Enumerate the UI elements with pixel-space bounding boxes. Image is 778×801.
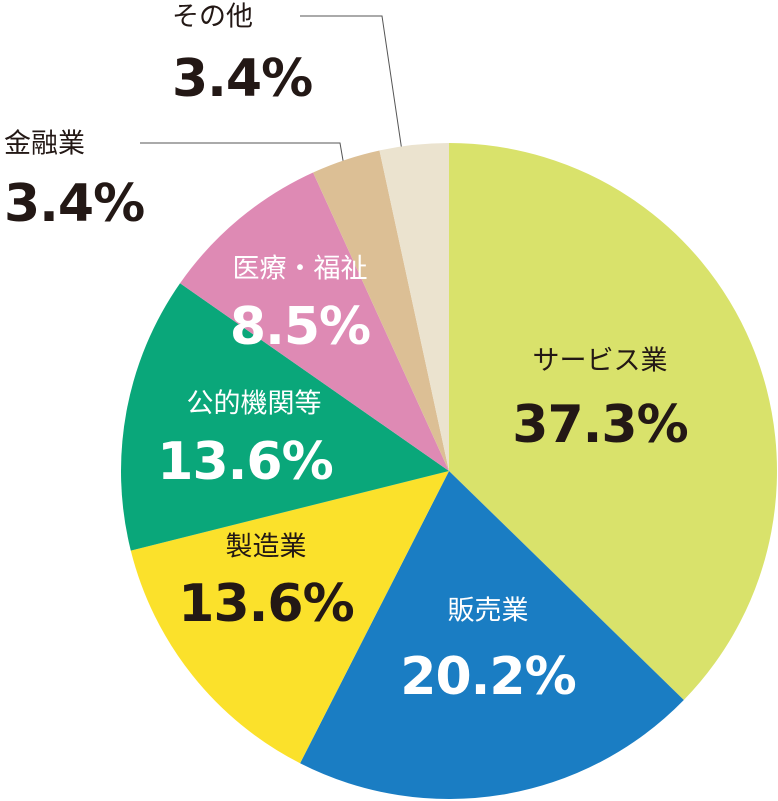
pie-slice <box>313 150 449 471</box>
category-label: 金融業 <box>4 129 85 160</box>
pie-slice <box>449 143 777 700</box>
category-label: サービス業 <box>533 346 668 377</box>
value-label: 13.6% <box>157 432 332 492</box>
category-label: 販売業 <box>448 596 529 627</box>
category-label: 公的機関等 <box>187 389 322 420</box>
pie-slice <box>379 143 449 471</box>
category-label: 製造業 <box>226 532 307 563</box>
value-label: 37.3% <box>512 395 687 455</box>
value-label: 8.5% <box>230 297 370 357</box>
pie-slice <box>300 471 684 799</box>
category-label: 医療・福祉 <box>233 254 368 285</box>
pie-slice <box>180 172 449 472</box>
leader-line <box>140 142 346 173</box>
value-label: 3.4% <box>4 174 144 234</box>
value-label: 13.6% <box>178 574 353 634</box>
value-label: 3.4% <box>172 49 312 109</box>
pie-slice <box>121 283 449 551</box>
value-label: 20.2% <box>400 647 575 707</box>
pie-slice <box>130 471 450 764</box>
leader-line <box>300 15 404 159</box>
category-label: その他 <box>172 2 253 33</box>
